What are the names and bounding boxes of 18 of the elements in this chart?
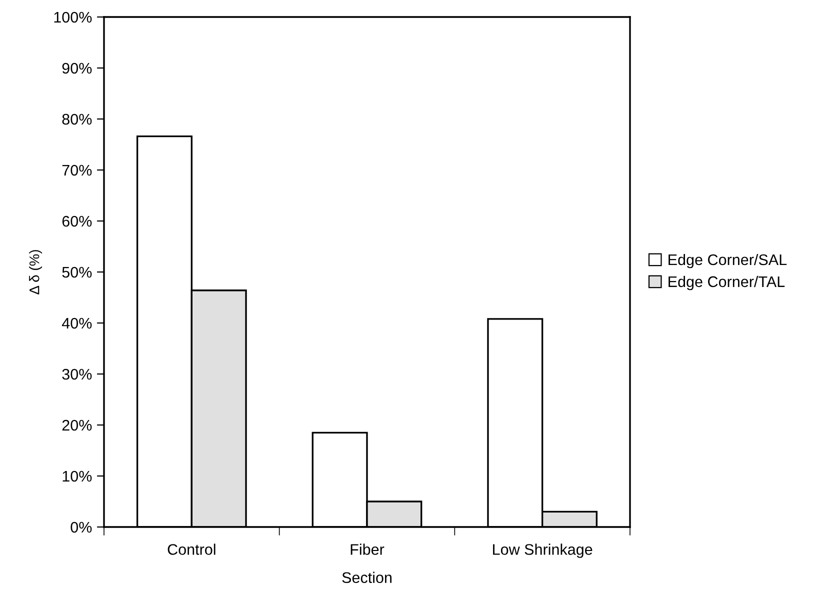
x-tick-label: Control [168, 544, 216, 555]
y-tick-label: 90% [62, 62, 92, 74]
x-tick-label: Fiber [350, 544, 384, 555]
x-axis-title: Section [342, 572, 392, 584]
y-tick-label: 80% [62, 114, 92, 125]
x-tick-label: Low Shrinkage [493, 544, 592, 558]
y-tick-label: 0% [70, 522, 92, 533]
y-tick-label: 10% [62, 470, 92, 482]
y-axis-title: Δ δ (%) [29, 250, 42, 294]
y-tick-label: 100% [54, 12, 92, 23]
legend-label: Edge Corner/TAL [668, 276, 785, 290]
y-tick-label: 50% [62, 266, 92, 278]
y-tick-label: 20% [62, 420, 92, 431]
legend-label: Edge Corner/SAL [668, 254, 787, 268]
y-tick-label: 40% [62, 318, 92, 329]
y-tick-label: 60% [62, 216, 92, 227]
y-tick-label: 70% [62, 164, 92, 176]
y-tick-label: 30% [62, 368, 92, 380]
